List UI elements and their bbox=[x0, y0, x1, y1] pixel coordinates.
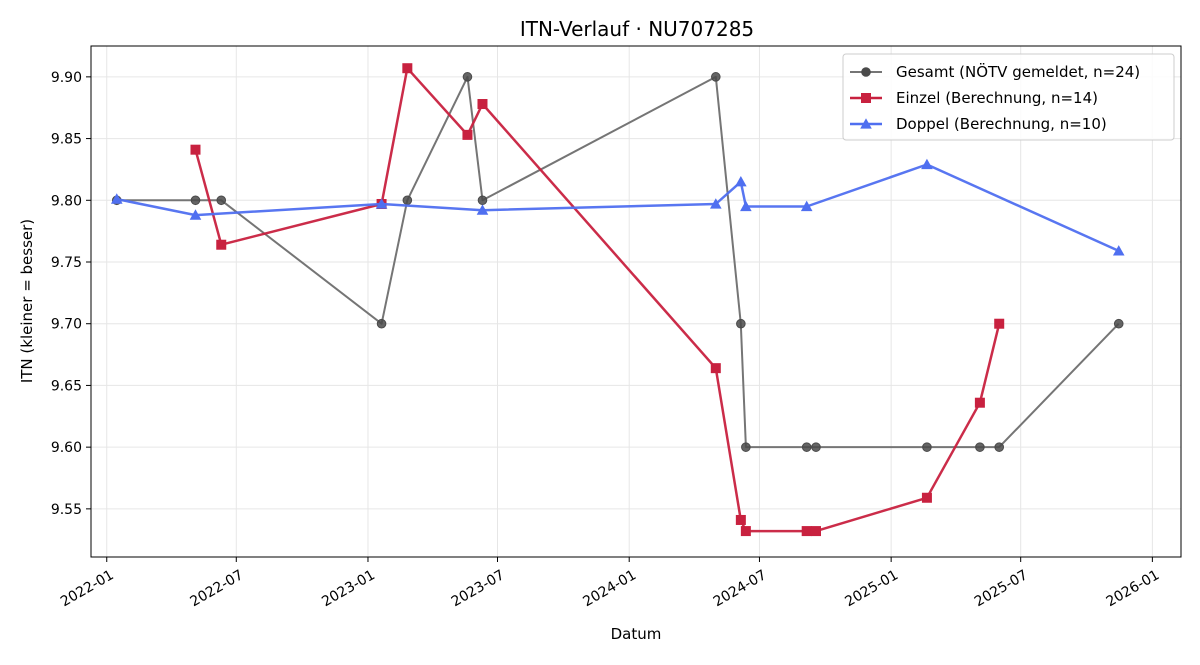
legend: Gesamt (NÖTV gemeldet, n=24) Einzel (Ber… bbox=[842, 53, 1175, 141]
data-point-gesamt bbox=[975, 442, 985, 452]
data-point-gesamt bbox=[477, 195, 488, 206]
data-point-einzel bbox=[810, 526, 821, 537]
data-point-einzel bbox=[216, 239, 227, 250]
data-point-doppel bbox=[189, 209, 202, 220]
plot-frame bbox=[90, 45, 1182, 558]
data-point-gesamt bbox=[922, 442, 932, 452]
data-point-einzel bbox=[477, 99, 488, 110]
data-point-einzel bbox=[974, 397, 985, 408]
series-line-einzel bbox=[194, 66, 1001, 533]
data-point-gesamt bbox=[736, 318, 746, 329]
x-tick-label: 2022-01 bbox=[58, 567, 117, 610]
data-point-einzel bbox=[710, 363, 721, 374]
x-tick-label: 2025-07 bbox=[972, 567, 1031, 610]
data-point-doppel bbox=[735, 175, 747, 187]
legend-swatches bbox=[850, 67, 882, 129]
data-point-einzel bbox=[801, 526, 812, 537]
legend-label-doppel: Doppel (Berechnung, n=10) bbox=[896, 115, 1107, 133]
series-einzel bbox=[190, 63, 1005, 537]
data-point-doppel bbox=[740, 200, 752, 212]
legend-marker-gesamt bbox=[861, 67, 871, 77]
data-point-doppel bbox=[709, 198, 722, 209]
data-point-doppel bbox=[1112, 245, 1125, 256]
data-point-gesamt bbox=[402, 195, 413, 206]
data-point-doppel bbox=[110, 193, 123, 204]
y-tick-label: 9.55 bbox=[51, 502, 82, 518]
y-tick-label: 9.65 bbox=[51, 378, 82, 394]
y-tick-label: 9.70 bbox=[51, 317, 82, 333]
y-axis-ticks: 9.55 9.60 9.65 9.70 9.75 9.80 9.85 9.90 bbox=[51, 70, 91, 518]
y-axis-label: ITN (kleiner = besser) bbox=[18, 219, 36, 383]
data-point-einzel bbox=[994, 318, 1005, 329]
data-point-gesamt bbox=[811, 442, 821, 452]
data-point-doppel bbox=[375, 198, 388, 209]
data-point-gesamt bbox=[216, 195, 227, 206]
x-tick-label: 2024-01 bbox=[580, 567, 639, 610]
data-point-einzel bbox=[462, 129, 473, 140]
data-point-gesamt bbox=[710, 72, 721, 82]
data-point-gesamt bbox=[801, 442, 812, 452]
data-point-einzel bbox=[402, 63, 413, 74]
x-tick-label: 2022-07 bbox=[188, 567, 247, 610]
data-point-gesamt bbox=[741, 442, 751, 452]
data-point-einzel bbox=[921, 492, 932, 503]
data-point-gesamt bbox=[376, 318, 387, 329]
legend-label-gesamt: Gesamt (NÖTV gemeldet, n=24) bbox=[896, 62, 1140, 81]
data-point-doppel bbox=[921, 158, 933, 170]
x-axis-ticks: 2022-01 2022-07 2023-01 2023-07 2024-01 2024-… bbox=[58, 557, 1162, 610]
data-point-gesamt bbox=[994, 442, 1005, 452]
x-tick-label: 2025-01 bbox=[842, 567, 901, 610]
data-point-doppel bbox=[476, 204, 489, 215]
y-tick-label: 9.90 bbox=[51, 70, 82, 86]
series-doppel bbox=[110, 158, 1125, 256]
legend-marker-einzel bbox=[861, 93, 871, 103]
data-point-gesamt bbox=[190, 195, 201, 206]
x-tick-label: 2023-01 bbox=[319, 567, 378, 610]
series-line-gesamt bbox=[116, 75, 1120, 449]
y-tick-label: 9.80 bbox=[51, 193, 82, 209]
y-tick-label: 9.85 bbox=[51, 132, 82, 148]
data-point-doppel bbox=[800, 200, 813, 212]
y-tick-label: 9.75 bbox=[51, 255, 82, 271]
data-point-einzel bbox=[190, 144, 201, 155]
data-point-einzel bbox=[735, 514, 746, 525]
data-point-gesamt bbox=[1113, 318, 1124, 329]
x-tick-label: 2023-07 bbox=[449, 567, 508, 610]
x-axis-label: Datum bbox=[611, 625, 662, 643]
chart-title: ITN-Verlauf · NU707285 bbox=[520, 17, 754, 41]
data-point-einzel bbox=[740, 526, 751, 537]
y-tick-label: 9.60 bbox=[51, 440, 82, 456]
series-lines bbox=[110, 63, 1125, 537]
series-line-doppel bbox=[116, 163, 1120, 253]
x-tick-label: 2024-07 bbox=[711, 567, 770, 610]
data-point-gesamt bbox=[462, 72, 473, 82]
legend-label-einzel: Einzel (Berechnung, n=14) bbox=[896, 89, 1098, 107]
legend-box bbox=[842, 53, 1175, 141]
legend-marker-doppel bbox=[860, 118, 872, 129]
x-tick-label: 2026-01 bbox=[1104, 567, 1163, 610]
